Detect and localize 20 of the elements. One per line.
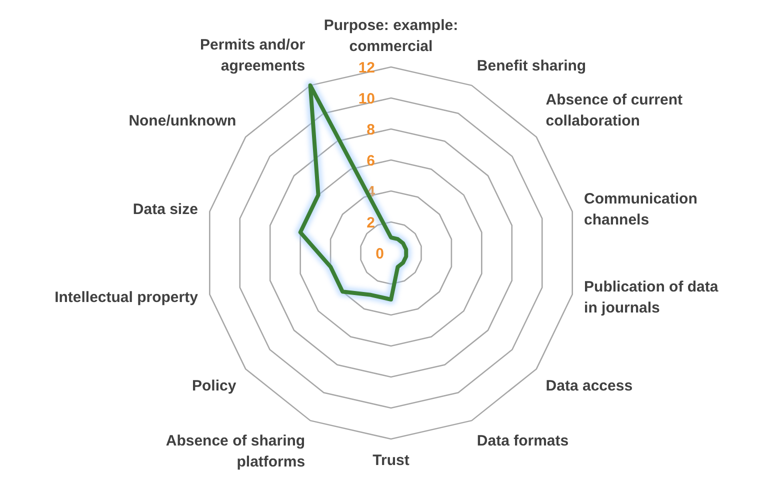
spoke-label: Data size [132,200,198,218]
spoke-label: Data formats [476,432,569,450]
spoke-label: None/unknown [128,112,236,130]
y-tick-label: 12 [358,59,375,76]
spoke-label: Intellectual property [54,289,199,306]
y-tick-label: 0 [376,245,384,262]
y-tick-label: 6 [366,152,375,170]
y-tick-label: 10 [358,90,375,108]
y-tick-label: 2 [366,214,375,232]
spoke-label: Absence of current collaboration [546,92,683,130]
spoke-label: Benefit sharing [476,58,586,75]
spoke-label: Policy [192,377,237,394]
spoke-label: Publication of data in journals [584,278,719,317]
spoke-label: Trust [372,452,410,469]
spoke-label: Permits and/or agreements [200,36,306,75]
spoke-label: Communication channels [584,190,698,228]
spoke-label: Absence of sharing platforms [166,432,306,470]
spoke-label: Data access [546,377,633,394]
spoke-label: Purpose: example: commercial [324,17,458,55]
y-tick-label: 8 [366,121,375,138]
